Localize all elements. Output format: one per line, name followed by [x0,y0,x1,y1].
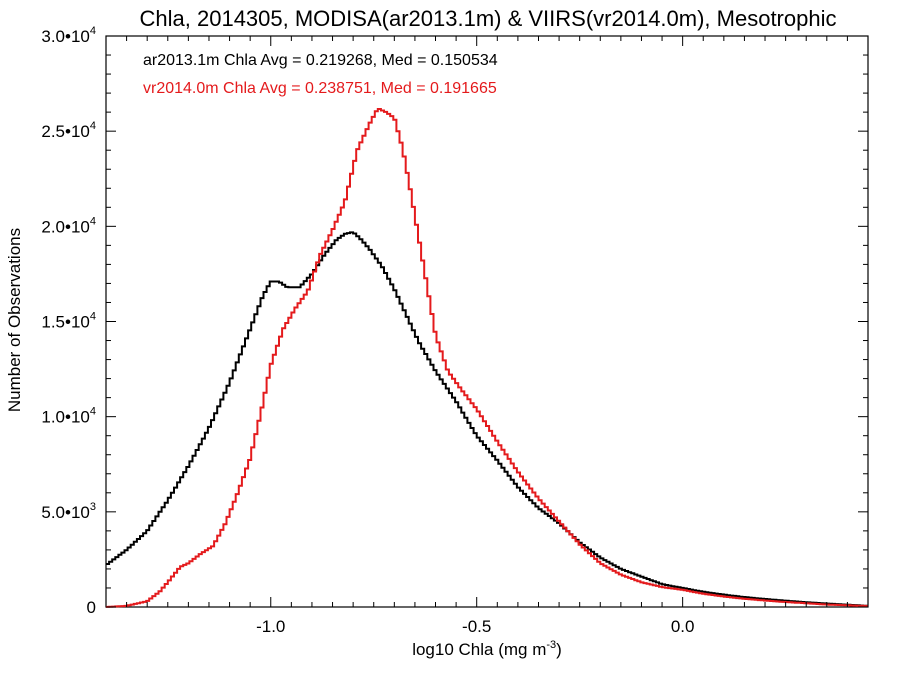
y-axis-label: Number of Observations [5,228,24,412]
y-tick-label: 5.0•103 [41,501,96,522]
ticks-layer: -1.0 -0.5 0.0 0 5.0•103 1.0•104 1.5•104 2.0•104… [41,25,869,636]
chart-title: Chla, 2014305, MODISA(ar2013.1m) & VIIRS… [140,6,837,31]
y-tick-label: 2.0•104 [41,215,96,236]
series-line-1 [106,231,868,607]
legend-entry-2: vr2014.0m Chla Avg = 0.238751, Med = 0.1… [143,80,497,97]
series-layer [106,108,868,608]
series-line-2 [106,108,868,608]
plot-frame [105,35,869,608]
x-axis-label: log10 Chla (mg m-3) [412,639,562,659]
y-tick-label: 0 [87,598,96,617]
y-tick-label: 1.5•104 [41,311,96,332]
y-tick-label: 1.0•104 [41,406,96,427]
y-tick-label: 2.5•104 [41,120,96,141]
x-tick-label: 0.0 [671,617,695,636]
x-tick-label: -1.0 [256,617,285,636]
plot-border [105,35,869,608]
legend: ar2013.1m Chla Avg = 0.219268, Med = 0.1… [143,52,498,97]
legend-entry-1: ar2013.1m Chla Avg = 0.219268, Med = 0.1… [143,52,498,69]
y-tick-label: 3.0•104 [41,25,96,46]
x-tick-label: -0.5 [462,617,491,636]
